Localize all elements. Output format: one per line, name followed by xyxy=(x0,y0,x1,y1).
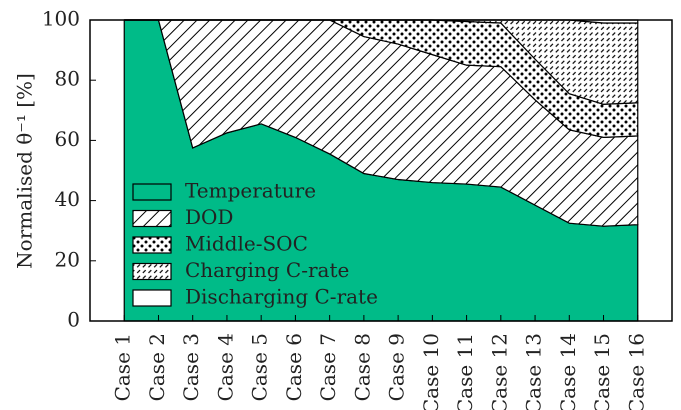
x-tick-label: Case 5 xyxy=(248,333,272,401)
legend-label: Discharging C-rate xyxy=(185,285,378,309)
y-tick-label: 60 xyxy=(55,127,80,151)
y-tick-label: 80 xyxy=(55,67,80,91)
plot-frame xyxy=(89,19,673,322)
x-tick-label: Case 4 xyxy=(213,333,237,401)
x-tick-label: Case 10 xyxy=(419,333,443,410)
x-tick-label: Case 7 xyxy=(316,333,340,401)
y-tick-label: 20 xyxy=(55,247,80,271)
x-tick-label: Case 9 xyxy=(385,333,409,401)
legend-swatch xyxy=(132,262,172,281)
x-tick-label: Case 13 xyxy=(522,333,546,410)
x-tick-label: Case 11 xyxy=(453,333,477,410)
x-tick-label: Case 12 xyxy=(487,333,511,410)
x-tick-label: Case 1 xyxy=(111,333,135,401)
x-tick-label: Case 14 xyxy=(556,333,580,410)
legend-swatch xyxy=(132,236,172,254)
x-tick-label: Case 2 xyxy=(145,333,169,401)
y-tick-label: 0 xyxy=(67,308,80,332)
x-tick-label: Case 6 xyxy=(282,333,306,401)
legend-label: Charging C-rate xyxy=(185,258,349,282)
legend-label: Temperature xyxy=(185,179,316,203)
y-axis-label: Normalised θ⁻¹ [%] xyxy=(13,73,37,269)
y-tick-label: 40 xyxy=(55,187,80,211)
legend-label: DOD xyxy=(185,205,233,229)
legend-label: Middle-SOC xyxy=(185,232,308,256)
legend-swatch xyxy=(132,289,172,307)
x-tick-label: Case 3 xyxy=(179,333,203,401)
x-tick-label: Case 16 xyxy=(624,333,648,410)
y-tick-label: 100 xyxy=(42,7,80,31)
x-tick-label: Case 15 xyxy=(590,333,614,410)
x-tick-label: Case 8 xyxy=(350,333,374,401)
legend-swatch xyxy=(132,183,172,201)
legend-swatch xyxy=(132,209,172,228)
